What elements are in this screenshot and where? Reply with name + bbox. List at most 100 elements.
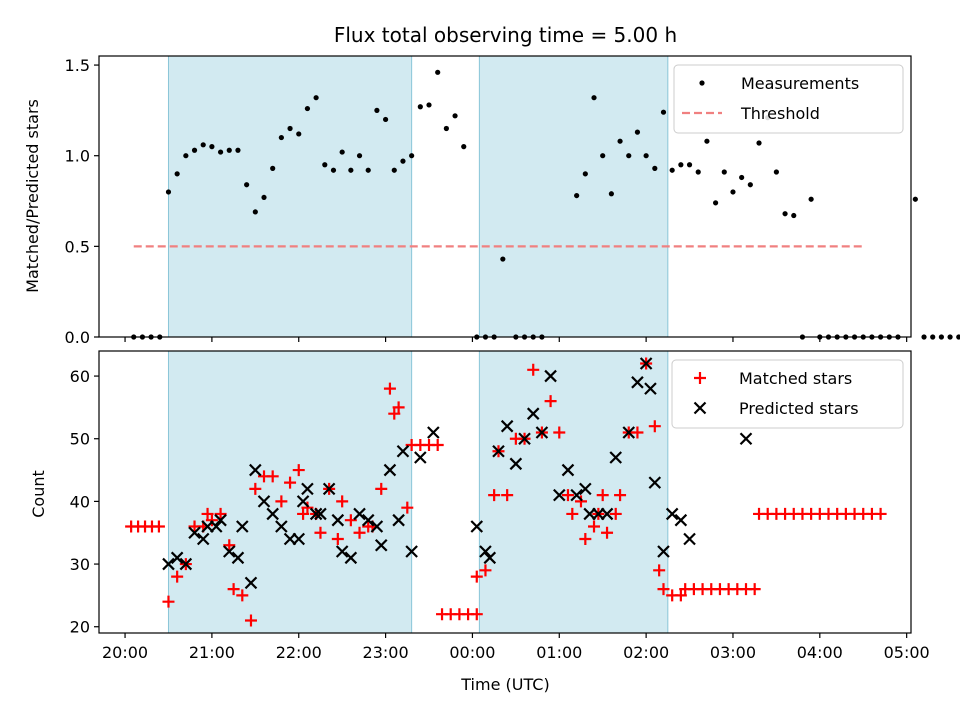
matched-star-point <box>657 583 670 596</box>
predicted-star-point <box>544 369 557 383</box>
predicted-star-point <box>509 457 523 471</box>
predicted-star-point <box>309 507 323 521</box>
bottom-series <box>125 357 887 627</box>
predicted-star-point <box>292 532 306 546</box>
measurement-point <box>747 182 753 188</box>
matched-star-point <box>653 564 666 577</box>
matched-star-point <box>388 407 401 420</box>
top-axes-frame <box>98 55 912 338</box>
matched-star-point <box>171 570 184 583</box>
matched-star-point <box>488 489 501 502</box>
measurement-point <box>278 134 284 141</box>
predicted-star-point <box>322 482 336 496</box>
measurement-point <box>791 212 797 219</box>
matched-star-point <box>527 363 540 376</box>
measurement-point <box>191 147 198 153</box>
measurement-point <box>183 153 189 159</box>
matched-star-point <box>874 507 887 520</box>
x-tick-label: 01:00 <box>536 643 582 662</box>
predicted-star-point <box>479 545 492 558</box>
predicted-star-point <box>674 513 688 527</box>
measurement-point <box>443 125 449 132</box>
measurement-point <box>365 167 371 173</box>
top-shaded-span <box>478 55 669 338</box>
measurement-point <box>356 153 363 159</box>
x-tick-label: 23:00 <box>363 643 409 662</box>
matched-star-point <box>236 589 249 602</box>
bottom-series <box>162 357 753 590</box>
top-legend-label: Threshold <box>740 104 820 123</box>
matched-star-point <box>223 539 236 552</box>
predicted-star-point <box>492 444 505 458</box>
predicted-star-point <box>553 488 566 502</box>
predicted-star-point <box>570 488 583 502</box>
top-shaded-span <box>167 55 413 338</box>
predicted-star-point <box>609 451 623 464</box>
measurement-point <box>261 194 267 201</box>
chart-title: Flux total observing time = 5.00 h <box>334 23 677 47</box>
bottom-y-tick-label: 60 <box>70 367 90 386</box>
predicted-star-point <box>405 545 418 558</box>
predicted-star-point <box>179 557 193 571</box>
measurement-point <box>660 109 667 115</box>
bottom-y-axis-label: Count <box>29 470 48 518</box>
predicted-star-point <box>335 545 349 558</box>
matched-star-point <box>383 382 396 395</box>
measurement-point <box>921 334 927 340</box>
measurement-point <box>322 162 328 168</box>
top-y-axis-label: Matched/Predicted stars <box>23 99 42 293</box>
predicted-star-point <box>383 463 397 477</box>
predicted-star-point <box>644 382 657 395</box>
matched-star-point <box>353 526 366 539</box>
measurement-point <box>626 153 632 159</box>
predicted-star-point <box>622 426 636 439</box>
measurement-point <box>235 147 241 153</box>
top-panel: 0.0 0.5 1.0 1.5 Measurements Threshold <box>65 55 960 347</box>
measurement-point <box>174 171 180 177</box>
x-tick-label: 20:00 <box>102 643 148 662</box>
measurement-point <box>608 191 614 197</box>
predicted-star-point <box>257 495 271 508</box>
predicted-star-point <box>353 507 366 521</box>
predicted-star-point <box>222 545 236 558</box>
predicted-star-point <box>296 495 310 508</box>
matched-star-point <box>401 501 414 514</box>
measurement-point <box>226 147 232 153</box>
matched-star-point <box>501 489 514 502</box>
measurement-point <box>252 209 258 215</box>
predicted-star-point <box>214 513 227 527</box>
x-tick-label: 22:00 <box>276 643 322 662</box>
top-y-tick-label: 1.5 <box>65 56 90 75</box>
legend-measurements-marker <box>699 80 705 86</box>
measurement-point <box>313 95 319 101</box>
measurement-point <box>330 167 337 173</box>
matched-star-point <box>344 514 357 527</box>
predicted-star-point <box>579 482 592 496</box>
measurement-point <box>409 153 415 159</box>
measurement-point <box>600 153 606 159</box>
predicted-star-point <box>249 463 262 477</box>
measurement-point <box>773 169 779 175</box>
predicted-star-point <box>657 545 670 558</box>
measurement-point <box>217 149 224 155</box>
matched-star-point <box>214 507 227 520</box>
measurement-point <box>348 167 354 173</box>
legend-predicted-marker <box>693 401 707 415</box>
predicted-star-point <box>631 376 644 389</box>
predicted-star-point <box>600 507 614 521</box>
measurement-point <box>244 182 250 188</box>
measurement-point <box>730 189 736 195</box>
measurement-point <box>712 200 719 206</box>
legend-matched-marker <box>694 372 706 384</box>
bottom-y-tick-label: 30 <box>70 555 90 574</box>
bottom-y-tick-label: 50 <box>70 430 90 449</box>
predicted-star-point <box>374 538 388 552</box>
matched-star-point <box>284 476 297 489</box>
matched-star-point <box>301 501 314 514</box>
measurement-point <box>165 189 172 195</box>
predicted-star-point <box>665 507 679 521</box>
matched-star-point <box>205 514 218 527</box>
measurement-point <box>652 165 658 171</box>
matched-star-point <box>297 507 310 520</box>
bottom-panel: 20 30 40 50 60 20:00 21:00 22:00 23:00 00:00 01:00… <box>70 350 930 662</box>
